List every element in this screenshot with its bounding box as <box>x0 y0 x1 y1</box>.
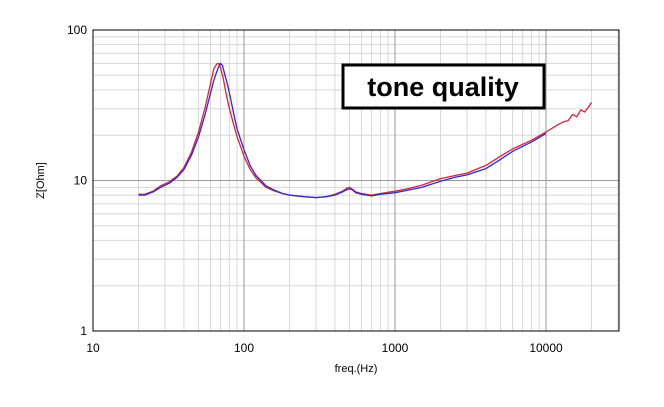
annotation-text: tone quality <box>367 72 519 102</box>
x-tick-label: 100 <box>234 341 254 355</box>
x-tick-label: 10000 <box>529 341 563 355</box>
y-tick-label: 10 <box>74 174 88 188</box>
tick-labels: 10 100 1000 10000 1 10 100 <box>67 23 563 355</box>
y-tick-label: 1 <box>80 324 87 338</box>
y-tick-label: 100 <box>67 23 87 37</box>
annotation-frame <box>341 63 546 110</box>
plot-border <box>92 29 620 332</box>
series-line-2 <box>138 62 547 199</box>
series-layer <box>138 62 593 199</box>
y-axis-title: Z[Ohm] <box>35 162 47 199</box>
x-tick-label: 1000 <box>382 341 409 355</box>
x-tick-label: 10 <box>86 341 100 355</box>
annotation-box: tone quality <box>341 63 546 110</box>
x-axis-title: freq.(Hz) <box>335 363 378 375</box>
